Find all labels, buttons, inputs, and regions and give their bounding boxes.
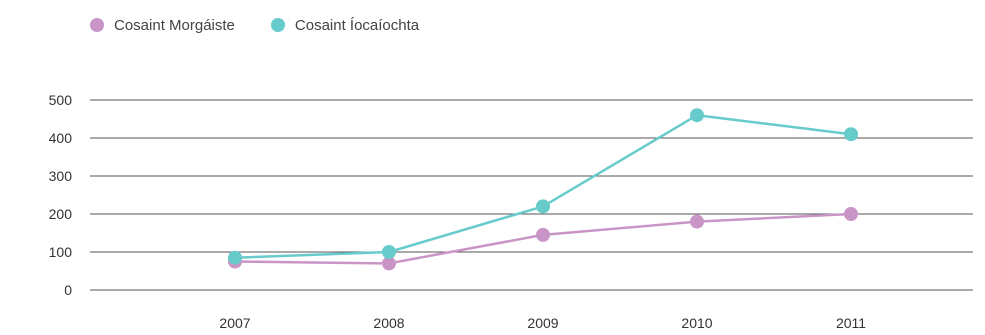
y-tick-label: 500 [49, 92, 73, 108]
data-point-series-1 [536, 199, 550, 214]
x-tick-label: 2010 [681, 315, 712, 331]
legend-item-mortgage-protection: Cosaint Morgáiste [90, 17, 235, 34]
data-point-series-0 [844, 207, 858, 221]
data-point-series-0 [536, 227, 550, 242]
legend-label-mortgage-protection: Cosaint Morgáiste [114, 16, 235, 34]
data-point-series-1 [228, 250, 242, 265]
legend-marker-payment-protection [270, 18, 285, 32]
data-point-series-0 [382, 256, 396, 271]
x-tick-label: 2009 [527, 315, 558, 331]
data-point-series-1 [690, 108, 704, 123]
chart-legend: Cosaint Morgáiste Cosaint Íocaíochta [90, 14, 455, 36]
legend-marker-mortgage-protection [90, 18, 104, 32]
y-tick-label: 400 [49, 130, 73, 146]
x-tick-label: 2011 [836, 315, 866, 331]
y-tick-label: 300 [49, 168, 73, 184]
x-tick-label: 2007 [219, 315, 250, 331]
data-point-series-0 [690, 214, 704, 229]
data-point-series-1 [382, 245, 396, 259]
x-tick-label: 2008 [373, 315, 404, 331]
y-tick-label: 200 [49, 206, 73, 222]
data-point-series-1 [844, 127, 858, 142]
y-tick-label: 100 [49, 244, 73, 260]
legend-item-payment-protection: Cosaint Íocaíochta [270, 16, 420, 34]
legend-label-payment-protection: Cosaint Íocaíochta [294, 16, 420, 34]
y-tick-label: 0 [64, 282, 72, 298]
